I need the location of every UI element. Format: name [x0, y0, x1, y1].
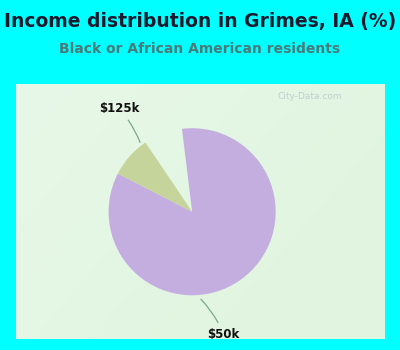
Text: City-Data.com: City-Data.com — [278, 92, 342, 101]
Wedge shape — [118, 142, 192, 212]
Wedge shape — [109, 128, 276, 295]
Text: Income distribution in Grimes, IA (%): Income distribution in Grimes, IA (%) — [4, 12, 396, 31]
Text: $125k: $125k — [99, 102, 140, 142]
Text: $50k: $50k — [201, 299, 240, 341]
Wedge shape — [146, 129, 192, 212]
Text: Black or African American residents: Black or African American residents — [60, 42, 340, 56]
